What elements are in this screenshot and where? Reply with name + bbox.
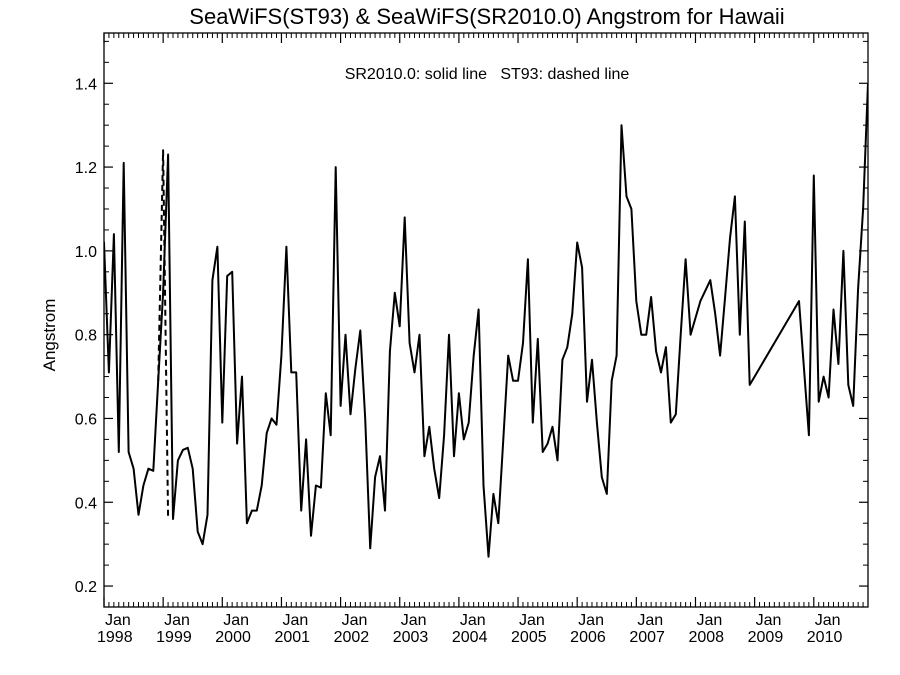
x-tick-year-label: 2001: [274, 629, 310, 646]
x-tick-year-label: 1998: [97, 629, 133, 646]
line-style-annotation: SR2010.0: solid line ST93: dashed line: [345, 66, 630, 83]
x-tick-year-label: 2007: [629, 629, 665, 646]
y-tick-label: 1.0: [75, 244, 97, 261]
x-tick-year-label: 2002: [334, 629, 370, 646]
y-tick-label: 0.4: [75, 495, 97, 512]
x-axis: Jan1998Jan1999Jan2000Jan2001Jan2002Jan20…: [97, 33, 869, 646]
x-tick-year-label: 1999: [156, 629, 192, 646]
x-tick-month-label: Jan: [401, 612, 427, 629]
x-tick-month-label: Jan: [223, 612, 249, 629]
chart-title: SeaWiFS(ST93) & SeaWiFS(SR2010.0) Angstr…: [189, 4, 784, 29]
plot-frame: [103, 32, 869, 608]
x-tick-month-label: Jan: [578, 612, 604, 629]
x-tick-month-label: Jan: [696, 612, 722, 629]
series-layer: [104, 83, 868, 558]
x-tick-month-label: Jan: [164, 612, 190, 629]
x-tick-year-label: 2009: [748, 629, 784, 646]
y-tick-label: 0.8: [75, 328, 97, 345]
y-tick-label: 0.6: [75, 411, 97, 428]
y-axis-label: Angstrom: [40, 299, 59, 372]
x-tick-month-label: Jan: [342, 612, 368, 629]
series-line-st93: [157, 149, 170, 520]
x-tick-month-label: Jan: [637, 612, 663, 629]
y-axis: 0.2 0.4 0.6 0.8 1.0 1.2 1.4: [75, 40, 868, 608]
x-tick-year-label: 2006: [570, 629, 606, 646]
x-tick-year-label: 2000: [215, 629, 251, 646]
y-tick-label: 1.4: [75, 76, 97, 93]
x-tick-month-label: Jan: [105, 612, 131, 629]
x-tick-month-label: Jan: [815, 612, 841, 629]
series-line-sr2010-0: [104, 83, 868, 558]
x-tick-year-label: 2004: [452, 629, 488, 646]
y-tick-label: 0.2: [75, 579, 97, 596]
x-tick-month-label: Jan: [519, 612, 545, 629]
y-tick-label: 1.2: [75, 160, 97, 177]
x-tick-month-label: Jan: [282, 612, 308, 629]
x-tick-year-label: 2005: [511, 629, 547, 646]
x-tick-month-label: Jan: [460, 612, 486, 629]
x-tick-year-label: 2008: [688, 629, 724, 646]
x-tick-month-label: Jan: [756, 612, 782, 629]
x-tick-year-label: 2003: [393, 629, 429, 646]
x-tick-year-label: 2010: [807, 629, 843, 646]
